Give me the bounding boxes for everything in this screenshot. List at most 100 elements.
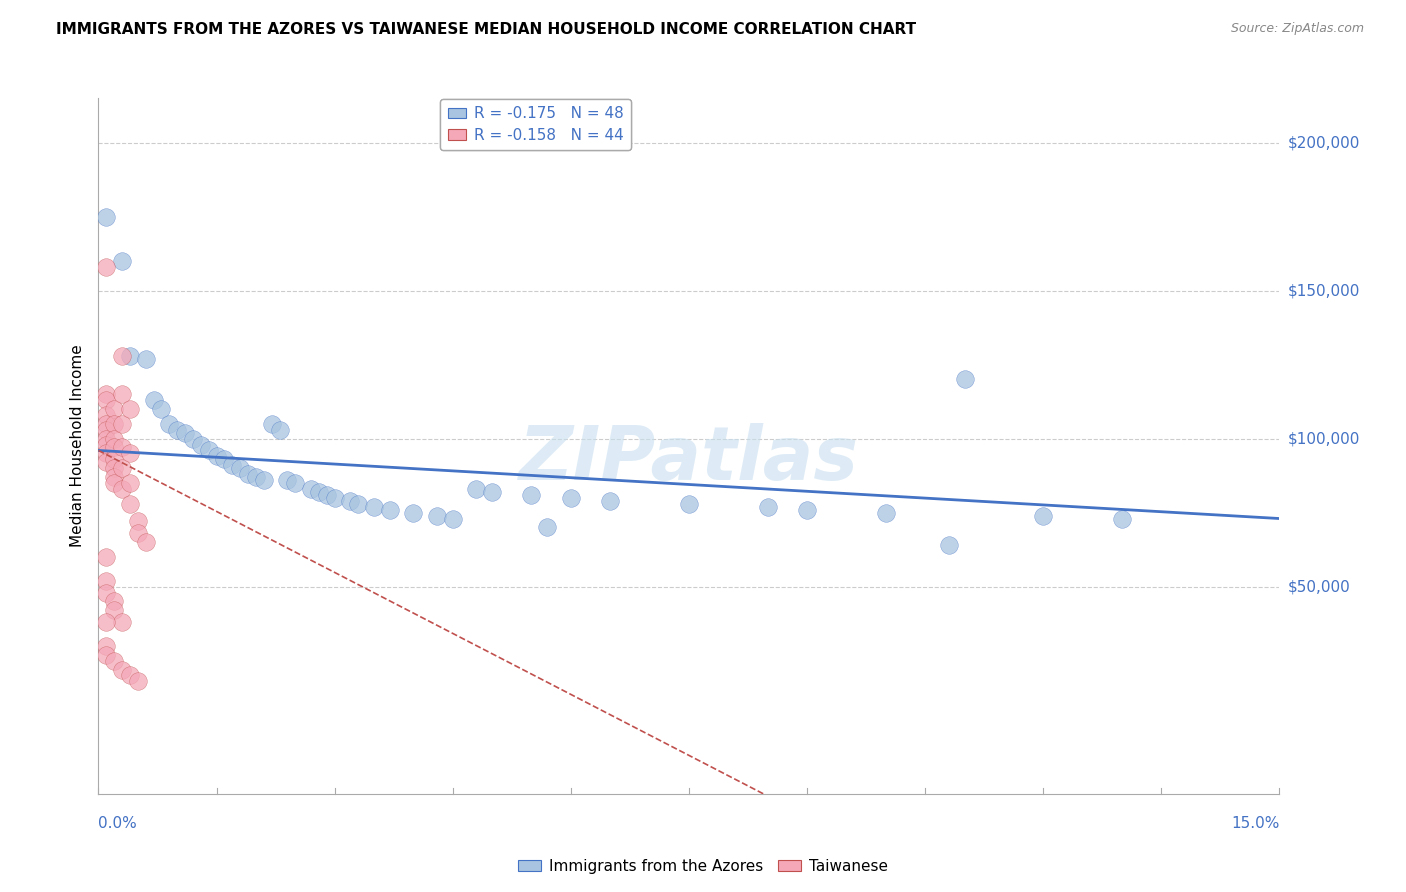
Point: [103, 654, 125, 668]
Point: [103, 594, 125, 608]
Text: IMMIGRANTS FROM THE AZORES VS TAIWANESE MEDIAN HOUSEHOLD INCOME CORRELATION CHAR: IMMIGRANTS FROM THE AZORES VS TAIWANESE …: [56, 22, 917, 37]
Point: [402, 506, 425, 520]
Point: [111, 417, 134, 431]
Legend: R = -0.175   N = 48, R = -0.158   N = 44: R = -0.175 N = 48, R = -0.158 N = 44: [440, 99, 631, 150]
Point: [118, 668, 141, 682]
Point: [111, 441, 134, 455]
Point: [875, 506, 897, 520]
Point: [96, 260, 118, 274]
Point: [157, 417, 180, 431]
Y-axis label: Median Household Income: Median Household Income: [70, 344, 86, 548]
Point: [481, 484, 503, 499]
Point: [347, 497, 370, 511]
Point: [465, 482, 488, 496]
Point: [253, 473, 276, 487]
Point: [111, 387, 134, 401]
Point: [363, 500, 385, 514]
Point: [323, 491, 346, 505]
Point: [103, 475, 125, 490]
Text: $50,000: $50,000: [1288, 579, 1351, 594]
Text: 0.0%: 0.0%: [98, 816, 138, 831]
Point: [284, 475, 307, 490]
Point: [103, 603, 125, 617]
Point: [96, 432, 118, 446]
Point: [96, 408, 118, 422]
Point: [96, 585, 118, 599]
Point: [111, 482, 134, 496]
Point: [441, 511, 464, 525]
Point: [756, 500, 779, 514]
Point: [118, 475, 141, 490]
Point: [269, 423, 291, 437]
Point: [118, 446, 141, 460]
Point: [96, 549, 118, 564]
Point: [315, 488, 337, 502]
Point: [599, 493, 621, 508]
Point: [142, 393, 165, 408]
Point: [96, 615, 118, 629]
Point: [96, 387, 118, 401]
Point: [181, 432, 204, 446]
Point: [111, 254, 134, 268]
Point: [118, 402, 141, 417]
Point: [245, 470, 267, 484]
Point: [96, 393, 118, 408]
Point: [96, 455, 118, 469]
Point: [205, 450, 228, 464]
Point: [221, 458, 243, 473]
Point: [127, 526, 149, 541]
Point: [236, 467, 259, 482]
Point: [229, 461, 252, 475]
Point: [103, 417, 125, 431]
Point: [96, 423, 118, 437]
Point: [135, 351, 157, 366]
Point: [276, 473, 298, 487]
Point: [190, 437, 212, 451]
Point: [214, 452, 236, 467]
Text: Source: ZipAtlas.com: Source: ZipAtlas.com: [1230, 22, 1364, 36]
Point: [96, 437, 118, 451]
Legend: Immigrants from the Azores, Taiwanese: Immigrants from the Azores, Taiwanese: [512, 853, 894, 880]
Point: [118, 349, 141, 363]
Point: [111, 663, 134, 677]
Point: [96, 574, 118, 588]
Point: [127, 515, 149, 529]
Point: [536, 520, 558, 534]
Point: [1111, 511, 1133, 525]
Point: [796, 502, 818, 516]
Point: [560, 491, 582, 505]
Point: [118, 497, 141, 511]
Point: [197, 443, 219, 458]
Point: [96, 446, 118, 460]
Point: [953, 372, 976, 386]
Point: [103, 441, 125, 455]
Point: [111, 615, 134, 629]
Point: [260, 417, 283, 431]
Point: [339, 493, 361, 508]
Text: 15.0%: 15.0%: [1232, 816, 1279, 831]
Point: [96, 417, 118, 431]
Text: ZIPatlas: ZIPatlas: [519, 424, 859, 497]
Text: $100,000: $100,000: [1288, 431, 1360, 446]
Point: [111, 349, 134, 363]
Point: [174, 425, 197, 440]
Point: [111, 461, 134, 475]
Point: [96, 639, 118, 653]
Point: [103, 461, 125, 475]
Point: [938, 538, 960, 552]
Point: [308, 484, 330, 499]
Point: [96, 210, 118, 224]
Point: [520, 488, 543, 502]
Point: [150, 402, 173, 417]
Point: [127, 674, 149, 689]
Point: [678, 497, 700, 511]
Point: [103, 432, 125, 446]
Point: [299, 482, 322, 496]
Point: [378, 502, 401, 516]
Point: [103, 402, 125, 417]
Point: [166, 423, 188, 437]
Point: [96, 648, 118, 662]
Point: [103, 452, 125, 467]
Text: $200,000: $200,000: [1288, 135, 1360, 150]
Point: [103, 470, 125, 484]
